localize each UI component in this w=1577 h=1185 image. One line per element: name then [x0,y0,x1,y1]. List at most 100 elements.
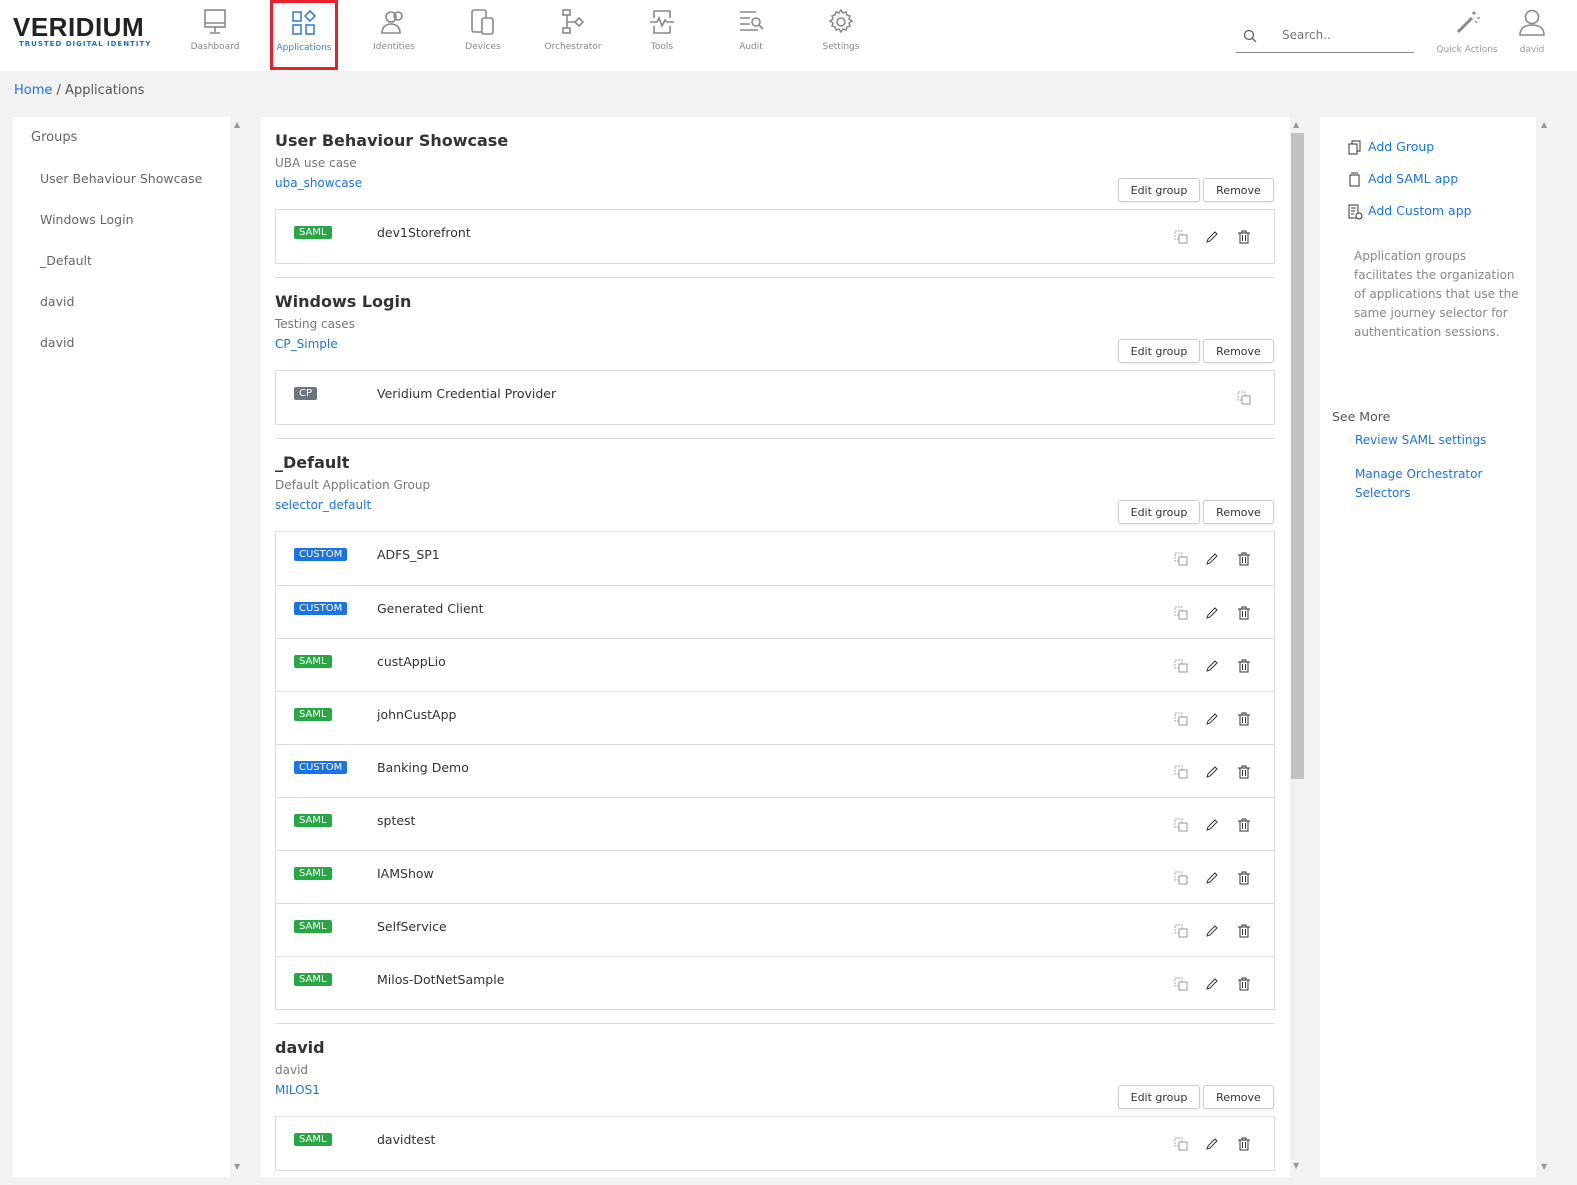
copy-icon[interactable] [1174,552,1188,569]
right-scroll-down[interactable]: ▼ [1541,1162,1548,1171]
edit-icon[interactable] [1205,230,1219,247]
app-row[interactable]: SAML johnCustApp [276,691,1274,744]
edit-icon[interactable] [1205,606,1219,623]
app-name[interactable]: Veridium Credential Provider [377,386,557,401]
delete-icon[interactable] [1237,977,1251,994]
group-selector-link[interactable]: selector_default [275,498,372,512]
app-name[interactable]: SelfService [377,919,447,934]
remove-group-button[interactable]: Remove [1203,500,1274,524]
group-selector-link[interactable]: CP_Simple [275,337,338,351]
search-box[interactable] [1236,22,1414,53]
sidebar-item-group[interactable]: david [40,294,75,309]
app-row[interactable]: CUSTOM Generated Client [276,585,1274,638]
delete-icon[interactable] [1237,606,1251,623]
edit-group-button[interactable]: Edit group [1118,1085,1200,1109]
veridium-logo[interactable]: VERIDIUM TRUSTED DIGITAL IDENTITY [13,12,152,48]
main-scroll-down[interactable]: ▼ [1293,1161,1300,1170]
app-row[interactable]: SAML custAppLio [276,638,1274,691]
app-row[interactable]: SAML dev1Storefront [276,210,1274,263]
copy-icon[interactable] [1174,765,1188,782]
add-group-link[interactable]: Add Group [1368,139,1435,154]
sidebar-item-group[interactable]: User Behaviour Showcase [40,171,203,186]
app-name[interactable]: Generated Client [377,601,484,616]
app-name[interactable]: Banking Demo [377,760,469,775]
app-row[interactable]: CUSTOM ADFS_SP1 [276,532,1274,585]
search-input[interactable] [1282,28,1402,42]
delete-icon[interactable] [1237,552,1251,569]
add-saml-app-link[interactable]: Add SAML app [1368,171,1459,186]
edit-icon[interactable] [1205,818,1219,835]
remove-group-button[interactable]: Remove [1203,178,1274,202]
edit-icon[interactable] [1205,765,1219,782]
nav-settings[interactable]: Settings [796,0,886,71]
sidebar-scroll-down[interactable]: ▼ [234,1162,241,1171]
nav-audit[interactable]: Audit [706,0,796,71]
sidebar-scroll-up[interactable]: ▲ [234,120,241,129]
delete-icon[interactable] [1237,818,1251,835]
copy-icon[interactable] [1237,391,1251,408]
delete-icon[interactable] [1237,659,1251,676]
user-menu[interactable]: david [1512,8,1552,55]
app-name[interactable]: davidtest [377,1132,436,1147]
copy-icon[interactable] [1174,230,1188,247]
copy-icon[interactable] [1174,818,1188,835]
group-selector-link[interactable]: MILOS1 [275,1083,320,1097]
sidebar-item-group[interactable]: Windows Login [40,212,134,227]
nav-tools[interactable]: Tools [617,0,707,71]
app-row[interactable]: SAML IAMShow [276,850,1274,903]
edit-icon[interactable] [1205,552,1219,569]
app-row[interactable]: CUSTOM Banking Demo [276,744,1274,797]
copy-icon[interactable] [1174,1137,1188,1154]
remove-group-button[interactable]: Remove [1203,1085,1274,1109]
nav-applications[interactable]: Applications [270,0,338,70]
app-name[interactable]: johnCustApp [377,707,457,722]
app-row[interactable]: SAML SelfService [276,903,1274,956]
copy-icon[interactable] [1174,712,1188,729]
app-name[interactable]: sptest [377,813,416,828]
nav-identities[interactable]: Identities [349,0,439,71]
edit-group-button[interactable]: Edit group [1118,339,1200,363]
edit-group-button[interactable]: Edit group [1118,178,1200,202]
delete-icon[interactable] [1237,765,1251,782]
edit-icon[interactable] [1205,1137,1219,1154]
copy-icon[interactable] [1174,606,1188,623]
main-scroll-up[interactable]: ▲ [1293,120,1300,129]
copy-icon[interactable] [1174,659,1188,676]
copy-icon[interactable] [1174,871,1188,888]
scrollbar-thumb[interactable] [1291,133,1304,779]
app-name[interactable]: custAppLio [377,654,446,669]
edit-icon[interactable] [1205,659,1219,676]
app-name[interactable]: dev1Storefront [377,225,471,240]
app-row[interactable]: CP Veridium Credential Provider [276,371,1274,424]
app-row[interactable]: SAML davidtest [276,1117,1274,1170]
copy-icon[interactable] [1174,977,1188,994]
nav-orchestrator[interactable]: Orchestrator [528,0,618,71]
edit-group-button[interactable]: Edit group [1118,500,1200,524]
app-row[interactable]: SAML Milos-DotNetSample [276,956,1274,1009]
edit-icon[interactable] [1205,712,1219,729]
delete-icon[interactable] [1237,871,1251,888]
add-custom-app-link[interactable]: Add Custom app [1368,203,1472,218]
quick-actions-button[interactable]: Quick Actions [1432,8,1502,55]
edit-icon[interactable] [1205,924,1219,941]
group-selector-link[interactable]: uba_showcase [275,176,363,190]
app-name[interactable]: Milos-DotNetSample [377,972,505,987]
review-saml-settings-link[interactable]: Review SAML settings [1355,433,1487,447]
right-scroll-up[interactable]: ▲ [1541,120,1548,129]
manage-orchestrator-selectors-link[interactable]: Manage Orchestrator Selectors [1355,467,1483,500]
app-row[interactable]: SAML sptest [276,797,1274,850]
sidebar-item-group[interactable]: _Default [40,253,92,268]
app-name[interactable]: IAMShow [377,866,434,881]
copy-icon[interactable] [1174,924,1188,941]
breadcrumb-home[interactable]: Home [14,83,53,98]
sidebar-item-group[interactable]: david [40,335,75,350]
remove-group-button[interactable]: Remove [1203,339,1274,363]
delete-icon[interactable] [1237,1137,1251,1154]
delete-icon[interactable] [1237,924,1251,941]
nav-dashboard[interactable]: Dashboard [170,0,260,71]
app-name[interactable]: ADFS_SP1 [377,547,440,562]
edit-icon[interactable] [1205,871,1219,888]
delete-icon[interactable] [1237,712,1251,729]
edit-icon[interactable] [1205,977,1219,994]
nav-devices[interactable]: Devices [438,0,528,71]
